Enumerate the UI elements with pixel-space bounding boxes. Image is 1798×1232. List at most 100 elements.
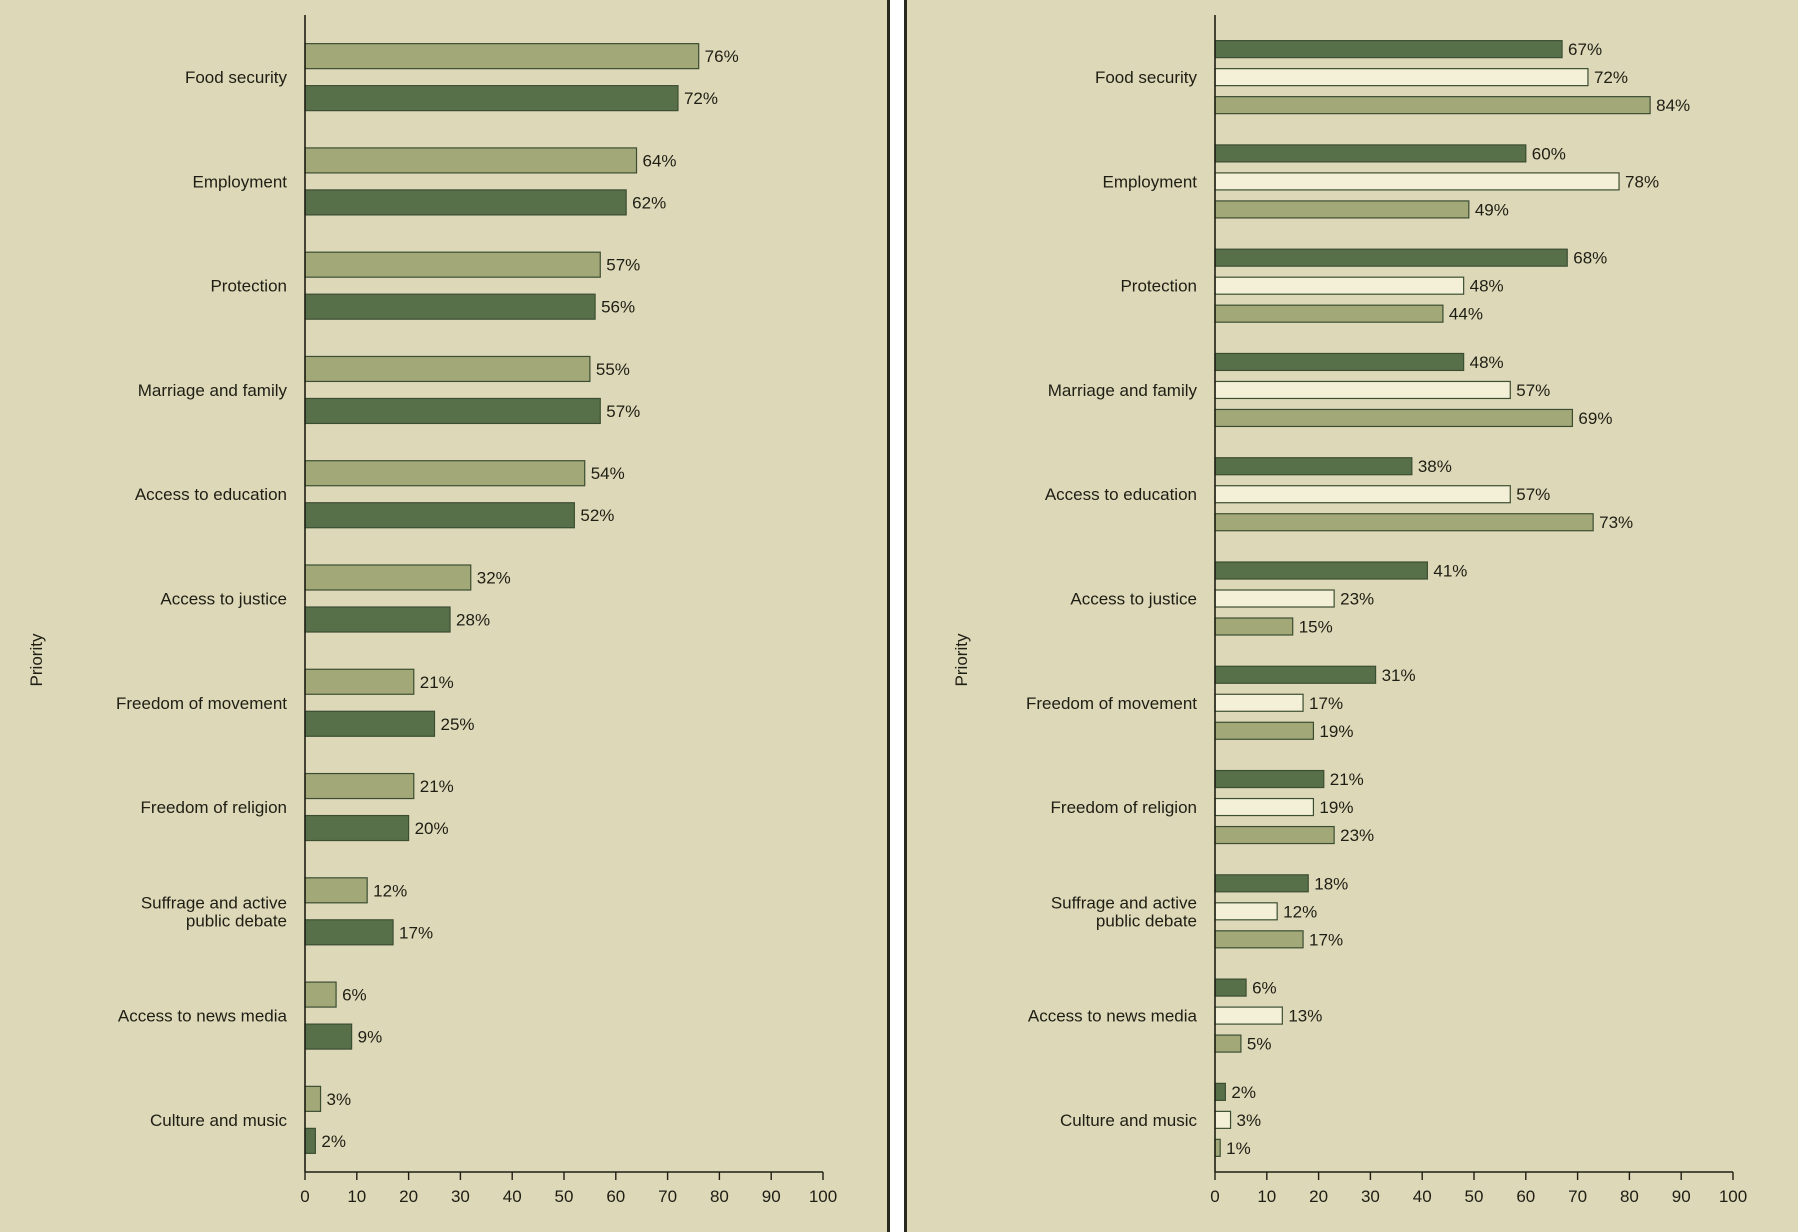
category-label-line: Marriage and family	[138, 381, 288, 400]
x-tick-label: 100	[809, 1187, 837, 1206]
category-label-line: Freedom of movement	[116, 694, 287, 713]
category-label: Food security	[185, 68, 288, 87]
category-label-line: Access to justice	[160, 590, 287, 609]
category-label-line: Freedom of religion	[1051, 798, 1197, 817]
bar-cream	[1214, 589, 1335, 608]
data-label: 41%	[1433, 562, 1467, 581]
category-label-line: Food security	[1095, 68, 1198, 87]
x-tick-label: 90	[1672, 1187, 1691, 1206]
category-label-line: Access to education	[135, 485, 287, 504]
x-tick-label: 50	[555, 1187, 574, 1206]
bar-light	[304, 460, 586, 487]
category-label: Culture and music	[1060, 1111, 1198, 1130]
data-label: 68%	[1573, 249, 1607, 268]
bar-dark	[304, 1127, 316, 1154]
category-label-line: Access to news media	[118, 1007, 288, 1026]
bar-light	[304, 251, 601, 278]
category-label-line: Access to education	[1045, 485, 1197, 504]
data-label: 12%	[373, 881, 407, 900]
category-label-line: Freedom of religion	[141, 798, 287, 817]
data-label: 57%	[1516, 485, 1550, 504]
bar-light	[304, 877, 368, 904]
bar-light	[304, 772, 415, 800]
panel-divider-gap	[890, 0, 904, 1232]
bar-cream	[1214, 172, 1620, 191]
data-label: 21%	[420, 673, 454, 692]
data-label: 44%	[1449, 305, 1483, 324]
category-label: Freedom of movement	[1026, 694, 1197, 713]
category-label: Culture and music	[150, 1111, 288, 1130]
category-label: Access to education	[135, 485, 287, 504]
x-tick-label: 80	[1620, 1187, 1639, 1206]
bar-light	[1214, 617, 1294, 636]
data-label: 15%	[1299, 618, 1333, 637]
data-label: 57%	[606, 256, 640, 275]
data-label: 55%	[596, 360, 630, 379]
data-label: 76%	[705, 47, 739, 66]
bar-dark	[304, 189, 627, 216]
category-label: Access to justice	[1070, 590, 1197, 609]
category-label-line: Employment	[1103, 172, 1198, 191]
data-label: 78%	[1625, 172, 1659, 191]
bar-dark	[1214, 874, 1309, 893]
category-label-line: public debate	[1096, 911, 1197, 930]
bar-light	[304, 981, 337, 1008]
data-label: 57%	[1516, 381, 1550, 400]
data-label: 28%	[456, 611, 490, 630]
x-tick-label: 40	[1413, 1187, 1432, 1206]
category-label-line: Employment	[193, 172, 288, 191]
bar-dark	[1214, 40, 1563, 59]
bar-dark	[304, 710, 436, 737]
category-label: Access to news media	[118, 1007, 288, 1026]
bar-dark	[304, 606, 451, 633]
data-label: 13%	[1288, 1007, 1322, 1026]
data-label: 6%	[342, 986, 367, 1005]
data-label: 12%	[1283, 902, 1317, 921]
x-tick-label: 70	[1568, 1187, 1587, 1206]
data-label: 49%	[1475, 200, 1509, 219]
category-label-line: Culture and music	[150, 1111, 288, 1130]
bar-cream	[1214, 797, 1315, 817]
x-tick-label: 10	[1257, 1187, 1276, 1206]
x-tick-label: 30	[451, 1187, 470, 1206]
bar-light	[304, 147, 638, 174]
category-label-line: Access to justice	[1070, 590, 1197, 609]
bar-cream	[1214, 693, 1304, 712]
data-label: 62%	[632, 193, 666, 212]
x-tick-label: 70	[658, 1187, 677, 1206]
data-label: 72%	[684, 89, 718, 108]
x-tick-label: 90	[762, 1187, 781, 1206]
bar-light	[1214, 200, 1470, 219]
category-label: Marriage and family	[1048, 381, 1198, 400]
data-label: 38%	[1418, 457, 1452, 476]
data-label: 52%	[580, 506, 614, 525]
bar-light	[1214, 825, 1335, 845]
x-tick-label: 40	[503, 1187, 522, 1206]
category-label: Food security	[1095, 68, 1198, 87]
data-label: 31%	[1382, 666, 1416, 685]
data-label: 73%	[1599, 513, 1633, 532]
category-label-line: Protection	[1120, 277, 1197, 296]
bar-cream	[1214, 485, 1511, 504]
bar-light	[304, 564, 472, 591]
category-label-line: Suffrage and active	[1051, 893, 1197, 912]
x-tick-label: 60	[1516, 1187, 1535, 1206]
data-label: 6%	[1252, 979, 1277, 998]
bar-dark	[304, 919, 394, 946]
data-label: 19%	[1319, 798, 1353, 817]
data-label: 2%	[321, 1132, 346, 1151]
data-label: 84%	[1656, 96, 1690, 115]
data-label: 19%	[1319, 722, 1353, 741]
data-label: 56%	[601, 298, 635, 317]
bar-light	[304, 43, 700, 70]
data-label: 9%	[358, 1028, 383, 1047]
bar-dark	[304, 1023, 353, 1050]
data-label: 64%	[643, 151, 677, 170]
bar-cream	[1214, 380, 1511, 400]
bar-dark	[1214, 144, 1527, 163]
bar-light	[304, 668, 415, 695]
category-label: Employment	[193, 172, 288, 191]
x-tick-label: 20	[399, 1187, 418, 1206]
bar-dark	[304, 502, 575, 529]
